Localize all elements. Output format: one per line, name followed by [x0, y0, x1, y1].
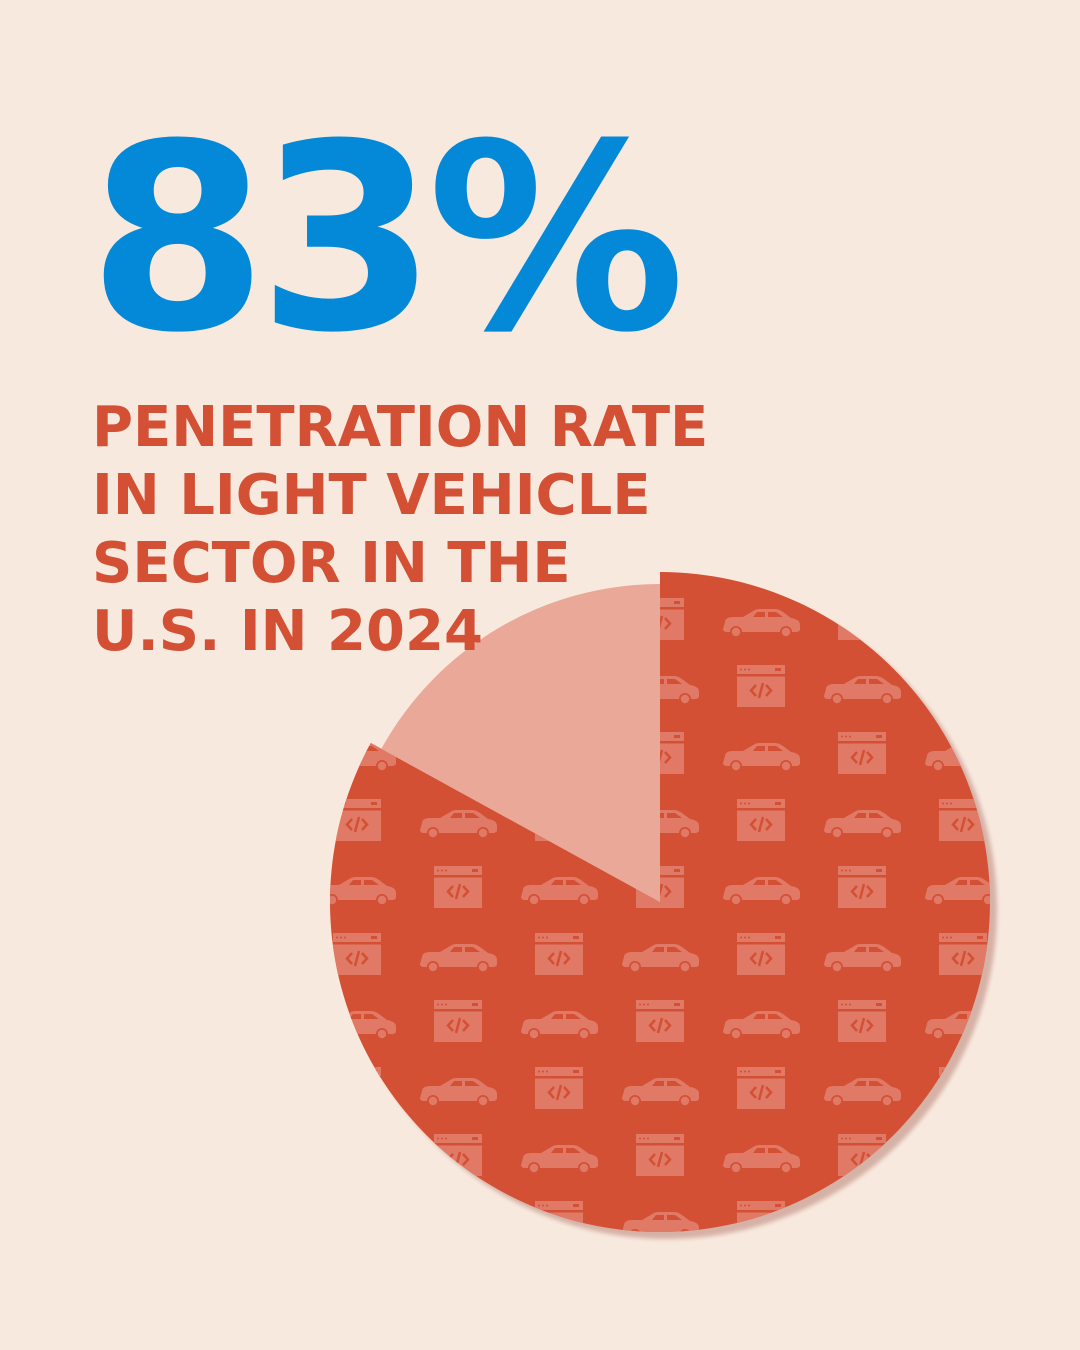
code-window-icon — [737, 933, 785, 975]
car-icon — [1026, 676, 1080, 705]
code-window-icon — [737, 665, 785, 707]
subtitle-line: SECTOR IN THE — [92, 531, 571, 596]
pie-slice-rest — [381, 584, 660, 902]
code-window-icon — [535, 1067, 583, 1109]
code-window-icon — [939, 665, 987, 707]
pie-slice-not-penetrated — [381, 584, 660, 902]
code-window-icon — [838, 866, 886, 908]
code-window-icon — [333, 933, 381, 975]
headline-percentage: 83% — [88, 89, 686, 389]
car-icon — [925, 609, 990, 638]
car-icon — [1026, 810, 1080, 839]
subtitle-line: PENETRATION RATE — [92, 395, 709, 460]
code-window-icon — [838, 598, 886, 640]
subtitle-line: U.S. IN 2024 — [92, 599, 483, 664]
pie-slice-main — [319, 572, 1080, 1310]
code-window-icon — [434, 866, 482, 908]
code-window-icon — [333, 665, 381, 707]
car-icon — [329, 1145, 396, 1174]
code-window-icon — [1040, 732, 1080, 774]
code-window-icon — [434, 1000, 482, 1042]
code-window-icon — [737, 1067, 785, 1109]
code-window-icon — [434, 1268, 482, 1310]
car-icon — [723, 1279, 800, 1308]
code-window-icon — [1040, 1000, 1080, 1042]
car-icon — [925, 1145, 990, 1174]
code-window-icon — [333, 1067, 381, 1109]
code-window-icon — [939, 1201, 987, 1232]
code-window-icon — [838, 1268, 886, 1310]
code-window-icon — [636, 1000, 684, 1042]
code-window-icon — [535, 933, 583, 975]
code-window-icon — [636, 1134, 684, 1176]
car-icon — [319, 1279, 396, 1308]
code-window-icon — [333, 799, 381, 841]
car-icon — [1026, 1212, 1080, 1241]
code-window-icon — [737, 799, 785, 841]
code-window-icon — [1040, 866, 1080, 908]
car-icon — [824, 1212, 901, 1232]
car-icon — [1026, 944, 1080, 973]
code-window-icon — [838, 732, 886, 774]
code-window-icon — [434, 1134, 482, 1176]
code-window-icon — [333, 1201, 381, 1232]
subtitle: PENETRATION RATE IN LIGHT VEHICLE SECTOR… — [92, 394, 712, 666]
code-window-icon — [1040, 1134, 1080, 1176]
code-window-icon — [1040, 598, 1080, 640]
code-window-icon — [636, 1268, 684, 1310]
code-window-icon — [838, 1000, 886, 1042]
car-icon — [521, 1279, 598, 1308]
code-window-icon — [1040, 1268, 1080, 1310]
car-icon — [420, 1212, 497, 1232]
code-window-icon — [939, 933, 987, 975]
car-icon — [1026, 1078, 1080, 1107]
subtitle-line: IN LIGHT VEHICLE — [92, 463, 651, 528]
car-icon — [925, 1279, 1002, 1308]
